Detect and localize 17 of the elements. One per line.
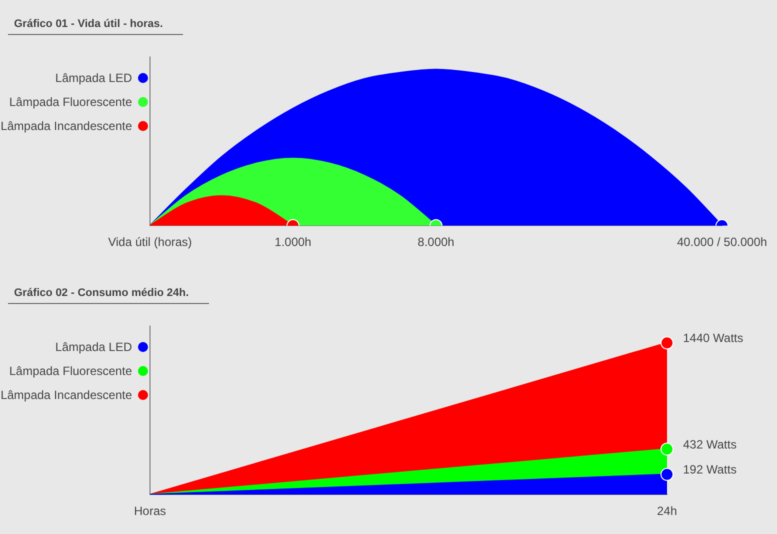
x-tick-label: 8.000h bbox=[418, 235, 454, 250]
legend-label: Lâmpada Incandescente bbox=[0, 119, 132, 133]
x-tick-label: 1.000h bbox=[274, 235, 312, 250]
legend-label: Lâmpada Incandescente bbox=[0, 388, 132, 402]
legend-label: Lâmpada Fluorescente bbox=[9, 364, 132, 378]
legend-label: Lâmpada Fluorescente bbox=[9, 95, 132, 109]
x-tick-label: 40.000 / 50.000h bbox=[676, 235, 768, 250]
x-tick-label: Horas bbox=[134, 504, 166, 518]
data-label: 1440 Watts bbox=[683, 331, 744, 346]
legend-label: Lâmpada LED bbox=[55, 340, 132, 354]
legend-label: Lâmpada LED bbox=[55, 71, 132, 85]
x-tick-label: 24h bbox=[656, 504, 678, 518]
chart-title: Gráfico 02 - Consumo médio 24h. bbox=[8, 287, 209, 304]
chart-title: Gráfico 01 - Vida útil - horas. bbox=[8, 18, 183, 35]
data-label: 432 Watts bbox=[683, 437, 737, 452]
data-label: 192 Watts bbox=[683, 462, 737, 477]
x-tick-label: Vida útil (horas) bbox=[108, 235, 192, 250]
